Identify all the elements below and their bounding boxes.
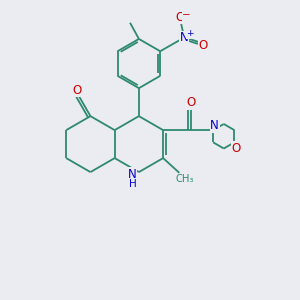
Text: N: N (180, 32, 189, 44)
Text: O: O (187, 96, 196, 109)
Text: CH₃: CH₃ (176, 174, 194, 184)
Text: O: O (231, 142, 241, 155)
Text: N: N (128, 168, 137, 181)
Text: O: O (176, 11, 185, 24)
Text: +: + (187, 29, 194, 38)
Text: O: O (199, 39, 208, 52)
Text: −: − (182, 10, 191, 20)
Text: N: N (210, 119, 219, 132)
Text: O: O (73, 84, 82, 97)
Text: H: H (128, 179, 136, 190)
